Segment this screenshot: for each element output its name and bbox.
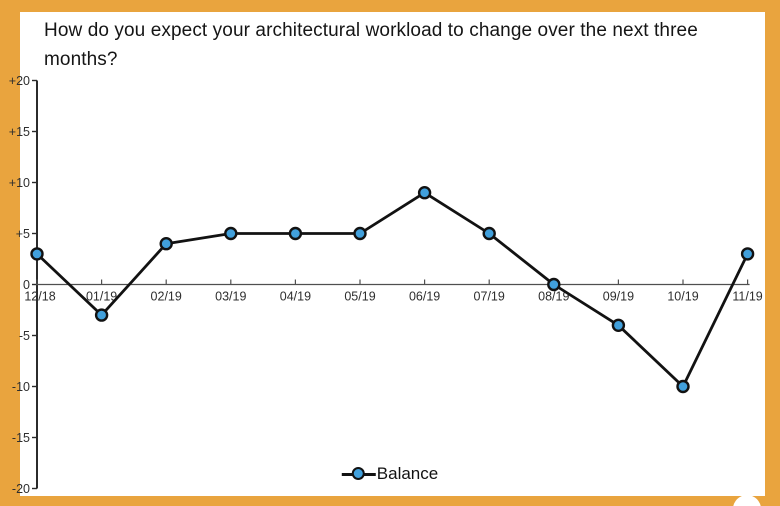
svg-text:02/19: 02/19 xyxy=(151,290,182,304)
svg-text:0: 0 xyxy=(23,278,30,292)
svg-text:08/19: 08/19 xyxy=(538,290,569,304)
svg-text:-5: -5 xyxy=(19,329,30,343)
svg-text:+15: +15 xyxy=(9,125,30,139)
svg-text:06/19: 06/19 xyxy=(409,290,440,304)
svg-text:-20: -20 xyxy=(12,482,30,496)
svg-text:04/19: 04/19 xyxy=(280,290,311,304)
chart-title: How do you expect your architectural wor… xyxy=(44,20,698,70)
svg-text:-10: -10 xyxy=(12,380,30,394)
svg-text:05/19: 05/19 xyxy=(344,290,375,304)
svg-text:07/19: 07/19 xyxy=(474,290,505,304)
svg-text:+5: +5 xyxy=(16,227,30,241)
svg-text:+10: +10 xyxy=(9,176,30,190)
svg-text:11/19: 11/19 xyxy=(732,290,762,304)
legend-marker-icon xyxy=(341,467,376,481)
svg-text:01/19: 01/19 xyxy=(86,290,117,304)
svg-text:+20: +20 xyxy=(9,74,30,88)
legend-label: Balance xyxy=(376,464,439,483)
chart-background xyxy=(20,12,765,496)
svg-text:09/19: 09/19 xyxy=(603,290,634,304)
legend: Balance xyxy=(341,464,439,484)
svg-text:10/19: 10/19 xyxy=(667,290,698,304)
svg-text:12/18: 12/18 xyxy=(24,290,55,304)
svg-text:-15: -15 xyxy=(12,431,30,445)
svg-text:03/19: 03/19 xyxy=(215,290,246,304)
legend-dot-icon xyxy=(351,467,365,480)
decorative-notch xyxy=(733,495,761,506)
